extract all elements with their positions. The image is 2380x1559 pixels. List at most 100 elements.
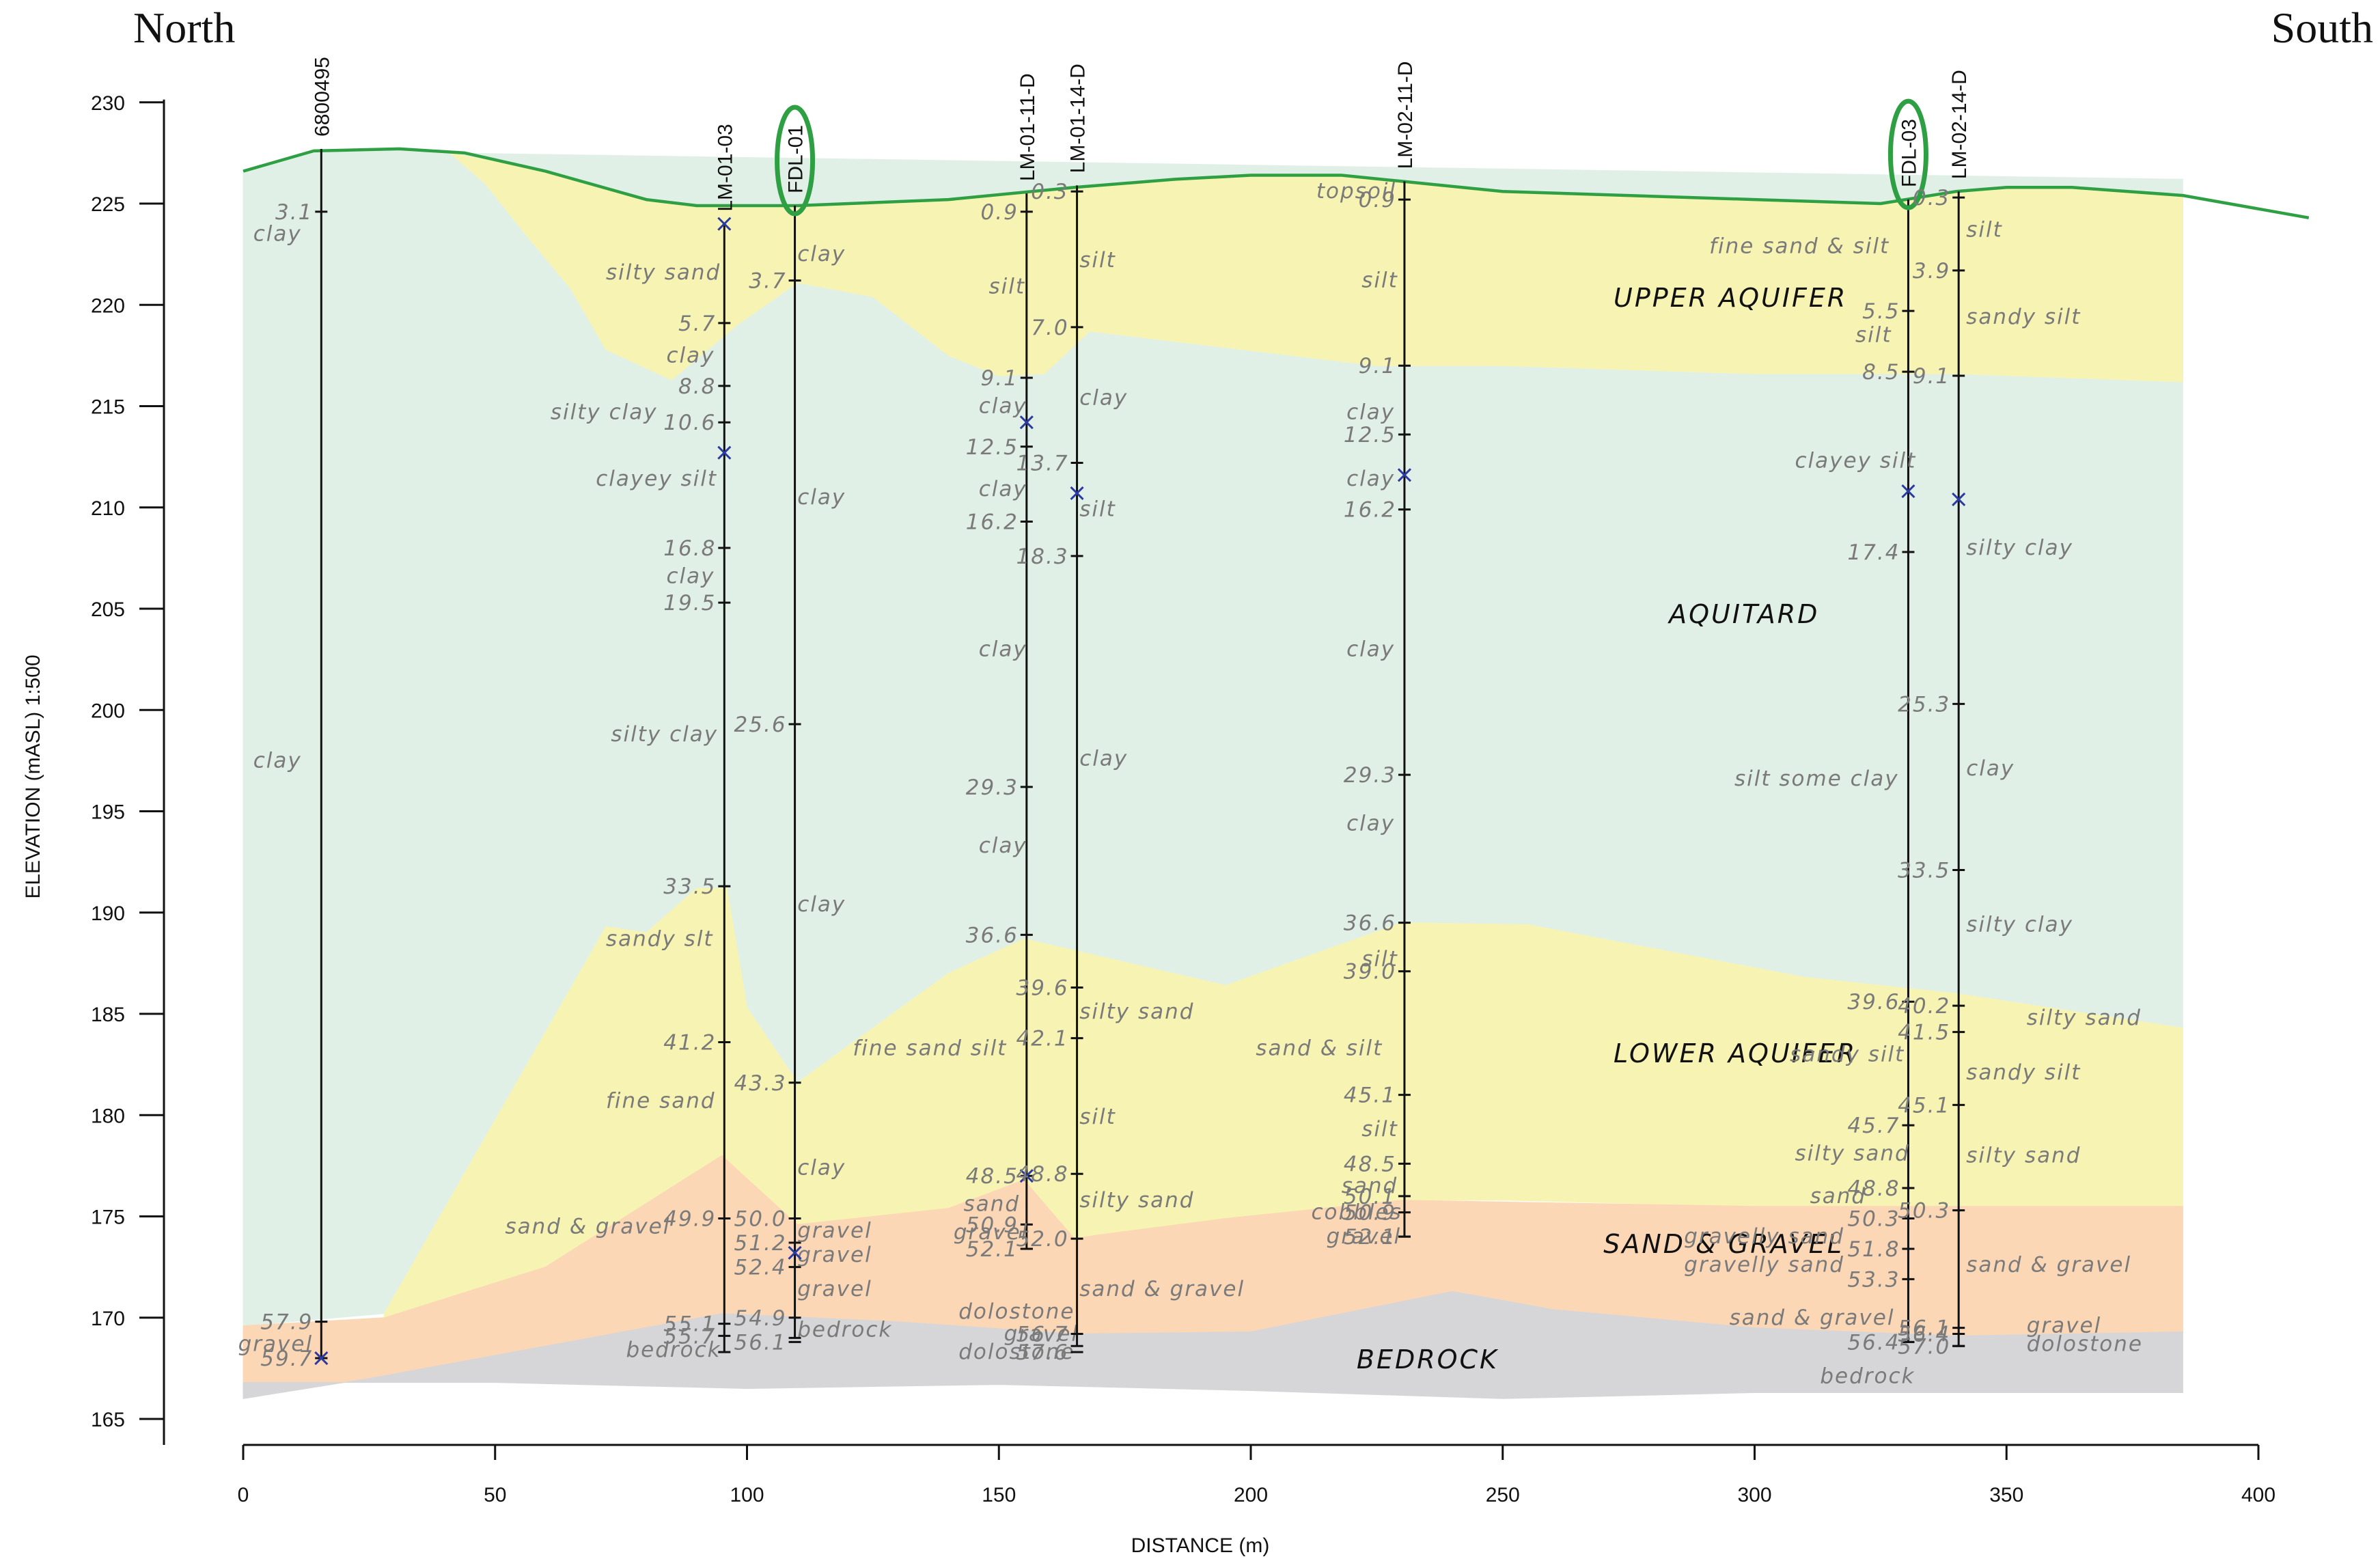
soil-description: sandy silt [1790,1042,1905,1066]
soil-description: clay [253,748,302,773]
borehole-lm-01-14-d: LM-01-14-D 0.3 7.0 13.7 18.3 39.6 42.1 48.8 52.0… [1016,64,1244,1365]
direction-south-label: South [2271,3,2373,52]
bedrock-area [243,1291,2183,1399]
soil-description: gravel [2027,1314,2101,1338]
soil-description: clayey silt [596,467,717,491]
soil-description: silty sand [1966,1144,2081,1168]
soil-description: gravel [1004,1321,1079,1346]
borehole-lm-02-14-d: LM-02-14-D 0.3 3.9 9.1 25.3 33.5 40.241.5 45.1 5… [1898,70,2142,1359]
hydrostratigraphic-unit-labels: UPPER AQUIFER AQUITARD LOWER AQUIFER SAND &… [1357,283,1857,1375]
soil-description: silty clay [551,400,658,424]
soil-description: clay [1079,386,1128,411]
depth-label: 55.7 [663,1324,716,1349]
borehole-lm-01-03: LM-01-03 5.7 8.8 10.6 16.8 19.5 33.5 41.2 49.9 55… [506,124,737,1362]
depth-label: 9.1 [1913,364,1950,389]
borehole-fdl-01: FDL-01 3.7 25.6 43.3 50.051.252.4 54.956.1 cla… [734,105,891,1355]
depth-label: 9.1 [1359,354,1396,378]
soil-description: gravelly sand [1684,1253,1844,1278]
depth-label: 57.9 [260,1310,313,1335]
depth-label: 18.3 [1016,544,1069,569]
soil-description: clay [979,833,1027,858]
depth-label: 45.1 [1344,1084,1396,1108]
depth-label: 39.0 [1344,960,1396,984]
soil-description: gravelly sand [1684,1224,1844,1249]
depth-label: 0.9 [1359,188,1396,212]
soil-description: clay [253,221,302,246]
depth-label: 56.4 [1898,1322,1950,1347]
depth-label: 19.5 [663,591,716,616]
soil-description: silty clay [611,722,718,747]
water-level-marker [717,445,732,460]
unit-label: LOWER AQUIFER [1614,1038,1857,1068]
soil-description: silt [1966,218,2003,243]
borehole-fdl-03: FDL-03 5.5 8.5 17.4 39.6 45.7 48.8 50.3 51.8 53.3… [1684,98,1928,1389]
soil-description: fine sand [606,1088,716,1113]
depth-label: 36.6 [1344,911,1396,936]
soil-description: sandy silt [1966,1060,2081,1085]
depth-label: 12.5 [1344,423,1396,447]
soil-description: gravel [797,1277,872,1301]
depth-label: 29.3 [966,775,1019,800]
water-level-marker [717,217,732,231]
depth-label: 5.5 [1862,299,1900,324]
soil-description: clay [979,637,1027,661]
water-level-marker [1901,484,1915,499]
soil-description: clay [979,394,1027,419]
borehole-name: LM-02-14-D [1948,70,1971,179]
y-tick-label: 205 [91,598,125,621]
depth-label: 0.3 [1031,180,1068,204]
unit-label: BEDROCK [1357,1344,1499,1375]
soil-description: gravel [238,1332,313,1356]
depth-label: 50.9 [966,1213,1019,1237]
depth-label: 52.4 [734,1256,787,1280]
depth-label: 39.6 [1847,990,1900,1015]
depth-label: 59.7 [260,1347,313,1371]
depth-label: 45.1 [1898,1093,1950,1118]
depth-label: 52.1 [1344,1225,1396,1250]
soil-description: clay [797,242,846,266]
x-tick-label: 0 [238,1484,249,1506]
soil-description: silt some clay [1734,767,1899,791]
depth-label: 48.8 [1016,1162,1069,1187]
depth-label: 7.0 [1031,316,1068,340]
x-tick-label: 300 [1737,1484,1771,1506]
y-tick-label: 215 [91,396,125,419]
soil-description: gravel [954,1220,1028,1245]
soil-description: gravel [797,1218,872,1243]
borehole-name: LM-01-11-D [1016,73,1039,181]
depth-label: 17.4 [1847,540,1900,565]
borehole-6800495: 6800495 3.1 57.9 59.7 clay clay gravel [238,57,334,1371]
soil-description: fine sand silt [853,1036,1007,1060]
borehole-lm-02-11-d: LM-02-11-D 0.9 9.1 12.5 16.2 29.3 36.6 39.0 45.1… [1256,61,1417,1250]
depth-label: 51.2 [734,1231,787,1256]
depth-label: 8.8 [678,374,716,399]
depth-label: 33.5 [663,874,716,899]
soil-description: clay [1346,467,1395,491]
water-level-marker [1019,1169,1034,1183]
soil-description: clayey silt [1795,449,1917,473]
water-level-marker [1952,492,1966,506]
soil-description: silt [1079,497,1116,522]
soil-description: clay [979,477,1027,501]
borehole-name: FDL-01 [785,125,807,193]
water-level-marker [1070,486,1084,501]
depth-label: 42.1 [1016,1027,1069,1051]
soil-description: sand [1342,1174,1398,1198]
y-tick-label: 225 [91,193,125,216]
soil-description: silt [1079,248,1116,273]
soil-description: silty sand [1079,1188,1194,1213]
soil-description: silty clay [1966,536,2073,560]
depth-label: 48.8 [1847,1176,1900,1201]
y-tick-label: 180 [91,1105,125,1127]
depth-label: 29.3 [1344,763,1396,788]
unit-label: AQUITARD [1667,599,1819,629]
ground-surface-layer [243,147,2310,220]
y-tick-label: 195 [91,801,125,824]
depth-label: 16.8 [663,536,716,561]
y-tick-label: 200 [91,700,125,722]
depth-label: 25.3 [1898,692,1950,717]
y-tick-label: 220 [91,294,125,317]
highlight-ellipse [775,105,816,217]
